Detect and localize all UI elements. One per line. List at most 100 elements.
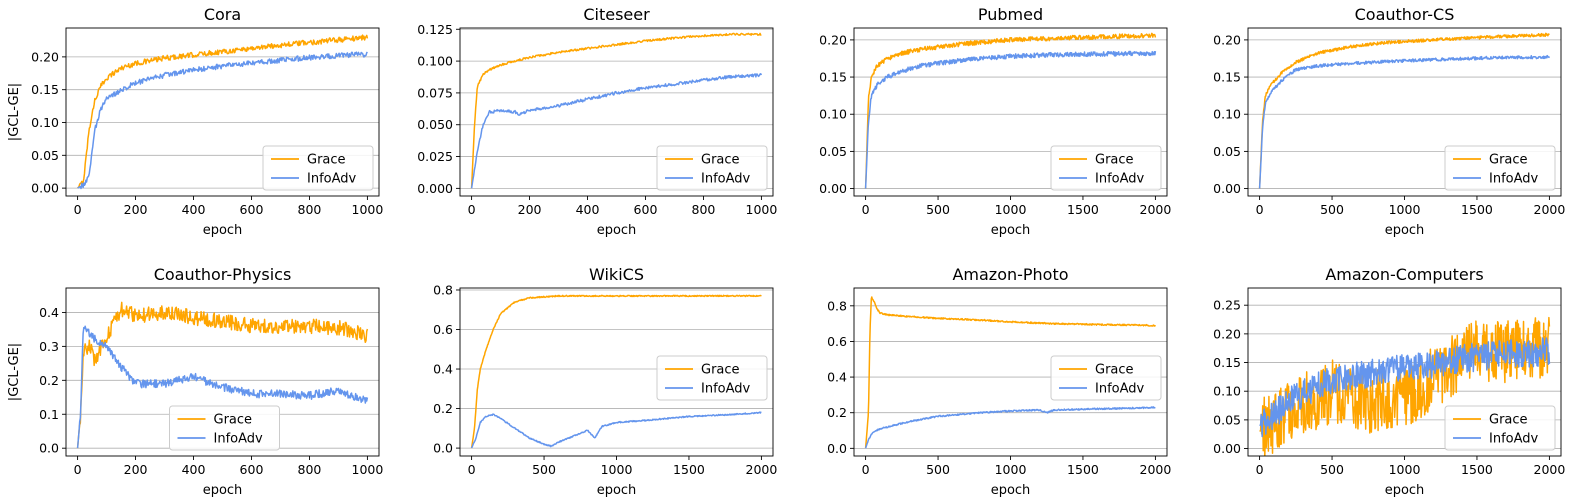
- x-tick-label: 0: [468, 202, 476, 217]
- series-line-grace: [76, 301, 369, 449]
- legend-label-grace: Grace: [214, 413, 253, 428]
- x-tick-label: 2000: [1140, 462, 1172, 477]
- legend-label-infoadv: InfoAdv: [701, 172, 751, 187]
- y-tick-label: 0.25: [1213, 298, 1241, 313]
- series-line-infoadv: [77, 51, 368, 190]
- y-axis-label: |GCL-GE|: [7, 83, 22, 141]
- y-tick-label: 0.20: [1213, 326, 1241, 341]
- x-tick-label: 1000: [601, 462, 633, 477]
- x-tick-label: 1000: [352, 462, 384, 477]
- legend: Grace InfoAdv: [1050, 355, 1162, 401]
- chart-panel-4: 0 500 1000 1500 2000 0.00 0.05 0.10 0.15 0.20 Coau…: [1213, 5, 1565, 238]
- series-line-grace: [864, 32, 1157, 189]
- x-tick-label: 2000: [1140, 202, 1172, 217]
- y-tick-label: 0.00: [1213, 181, 1241, 196]
- x-tick-label: 0: [862, 202, 870, 217]
- legend: Grace InfoAdv: [1444, 145, 1556, 191]
- y-tick-label: 0.100: [417, 54, 453, 69]
- x-axis-label: epoch: [991, 223, 1031, 238]
- y-tick-label: 0.10: [819, 107, 847, 122]
- x-tick-label: 0: [468, 462, 476, 477]
- y-tick-label: 0.05: [819, 144, 847, 159]
- chart-panel-8: 0 500 1000 1500 2000 0.00 0.05 0.10 0.15 0.20 0.25…: [1213, 265, 1565, 498]
- y-axis-label: |GCL-GE|: [7, 343, 22, 401]
- series-line-infoadv: [864, 406, 1156, 449]
- series-line-grace: [1258, 32, 1550, 189]
- y-tick-label: 0.20: [819, 32, 847, 47]
- series-line-infoadv: [470, 73, 763, 189]
- x-tick-label: 600: [240, 202, 264, 217]
- x-tick-label: 0: [862, 462, 870, 477]
- y-tick-label: 0.05: [31, 148, 59, 163]
- series-line-grace: [470, 294, 762, 449]
- x-tick-label: 0: [74, 462, 82, 477]
- y-tick-label: 0.6: [827, 334, 847, 349]
- x-axis-label: epoch: [203, 483, 243, 498]
- x-tick-label: 1000: [995, 462, 1027, 477]
- axes-frame: [459, 27, 774, 197]
- legend-label-infoadv: InfoAdv: [701, 382, 751, 397]
- series-line-infoadv: [470, 411, 762, 449]
- x-tick-label: 2000: [746, 462, 778, 477]
- y-tick-label: 0.0: [827, 441, 847, 456]
- x-tick-label: 0: [74, 202, 82, 217]
- x-tick-label: 600: [240, 462, 264, 477]
- y-tick-label: 0.15: [819, 70, 847, 85]
- chart-panel-3: 0 500 1000 1500 2000 0.00 0.05 0.10 0.15 0.20 Pubm…: [819, 5, 1171, 238]
- x-tick-label: 800: [298, 202, 322, 217]
- x-tick-label: 500: [1320, 202, 1344, 217]
- y-tick-label: 0.8: [433, 282, 453, 297]
- legend: Grace InfoAdv: [1050, 145, 1162, 191]
- axes-frame: [65, 287, 380, 457]
- y-tick-label: 0.000: [417, 181, 453, 196]
- chart-title: Cora: [204, 5, 241, 24]
- legend: Grace InfoAdv: [656, 145, 768, 191]
- x-axis-label: epoch: [991, 483, 1031, 498]
- x-tick-label: 400: [182, 202, 206, 217]
- x-tick-label: 0: [1256, 462, 1264, 477]
- legend-label-grace: Grace: [1095, 363, 1134, 378]
- x-tick-label: 1500: [1461, 202, 1493, 217]
- chart-panel-5: 0 200 400 600 800 1000 0.0 0.1 0.2 0.3 0.4 Coauthor…: [7, 265, 383, 498]
- x-tick-label: 1500: [1067, 462, 1099, 477]
- x-tick-label: 500: [926, 202, 950, 217]
- x-tick-label: 500: [532, 462, 556, 477]
- y-tick-label: 0.0: [433, 441, 453, 456]
- legend: Grace InfoAdv: [656, 355, 768, 401]
- series-line-infoadv: [76, 325, 369, 449]
- y-tick-label: 0.2: [39, 373, 59, 388]
- x-tick-label: 1000: [1389, 462, 1421, 477]
- x-tick-label: 1500: [1067, 202, 1099, 217]
- y-tick-label: 0.1: [39, 407, 59, 422]
- x-tick-label: 200: [124, 202, 148, 217]
- legend-box: [1050, 145, 1162, 191]
- y-tick-label: 0.0: [39, 441, 59, 456]
- legend-box: [1050, 355, 1162, 401]
- y-tick-label: 0.00: [31, 181, 59, 196]
- chart-title: Coauthor-Physics: [154, 265, 292, 284]
- x-tick-label: 600: [634, 202, 658, 217]
- y-tick-label: 0.00: [819, 181, 847, 196]
- series-line-grace: [470, 32, 762, 189]
- y-tick-label: 0.050: [417, 117, 453, 132]
- chart-title: Amazon-Photo: [952, 265, 1068, 284]
- x-tick-label: 500: [1320, 462, 1344, 477]
- chart-panel-7: 0 500 1000 1500 2000 0.0 0.2 0.4 0.6 0.8 Amazon-Ph…: [827, 265, 1171, 498]
- chart-title: WikiCS: [589, 265, 644, 284]
- y-tick-label: 0.20: [31, 49, 59, 64]
- x-axis-label: epoch: [597, 223, 637, 238]
- x-tick-label: 0: [1256, 202, 1264, 217]
- x-tick-label: 800: [692, 202, 716, 217]
- y-tick-label: 0.8: [827, 298, 847, 313]
- chart-panel-2: 0 200 400 600 800 1000 0.000 0.025 0.050 0.075 0.1…: [417, 5, 777, 238]
- y-tick-label: 0.05: [1213, 144, 1241, 159]
- x-axis-label: epoch: [203, 223, 243, 238]
- x-tick-label: 1000: [995, 202, 1027, 217]
- x-axis-label: epoch: [1385, 223, 1425, 238]
- y-tick-label: 0.2: [433, 401, 453, 416]
- legend-box: [1444, 145, 1556, 191]
- x-tick-label: 200: [518, 202, 542, 217]
- legend-label-infoadv: InfoAdv: [307, 172, 357, 187]
- legend-label-grace: Grace: [1489, 413, 1528, 428]
